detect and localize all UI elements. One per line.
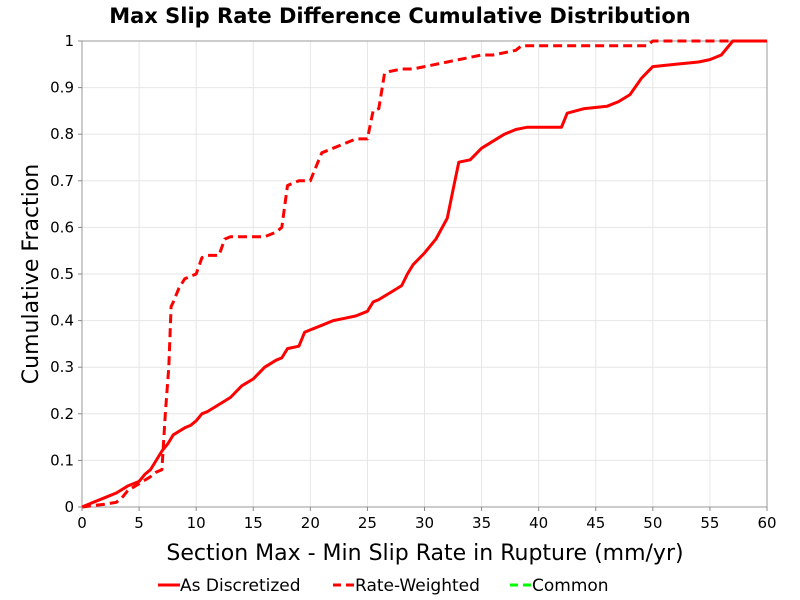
y-tick-label: 0 [64,498,74,516]
x-tick-label: 60 [757,514,776,532]
y-tick-label: 1 [64,32,74,50]
x-tick-label: 0 [77,514,87,532]
y-tick-label: 0.8 [50,125,74,143]
y-tick-label: 0.2 [50,405,74,423]
y-tick-label: 0.4 [50,312,74,330]
y-axis-label: Cumulative Fraction [19,164,44,384]
x-tick-label: 45 [586,514,605,532]
legend: As Discretized Rate-Weighted Common [158,576,609,596]
y-tick-label: 0.5 [50,265,74,283]
x-axis: 0 5 10 15 20 25 30 35 40 45 50 55 60 [77,507,777,532]
x-tick-label: 40 [529,514,548,532]
y-axis: 0 0.1 0.2 0.3 0.4 0.5 0.6 0.7 0.8 0.9 1 [50,32,82,516]
chart-title: Max Slip Rate Difference Cumulative Dist… [109,4,691,28]
x-tick-label: 5 [134,514,144,532]
grid [81,40,768,508]
x-tick-label: 55 [700,514,719,532]
y-tick-label: 0.9 [50,79,74,97]
x-axis-label: Section Max - Min Slip Rate in Rupture (… [166,541,683,566]
y-tick-label: 0.3 [50,358,74,376]
legend-label: Rate-Weighted [355,576,480,596]
series-line-as-discretized [81,39,767,509]
x-tick-label: 15 [244,514,263,532]
legend-label: As Discretized [180,576,301,596]
legend-label: Common [532,576,609,596]
y-tick-label: 0.7 [50,172,74,190]
x-tick-label: 50 [643,514,662,532]
y-tick-label: 0.6 [50,218,74,236]
series-layer [81,39,767,509]
x-tick-label: 35 [472,514,491,532]
series-line-rate-weighted [81,39,767,509]
x-tick-label: 20 [301,514,320,532]
y-tick-label: 0.1 [50,451,74,469]
x-tick-label: 25 [358,514,377,532]
x-tick-label: 10 [187,514,206,532]
x-tick-label: 30 [415,514,434,532]
